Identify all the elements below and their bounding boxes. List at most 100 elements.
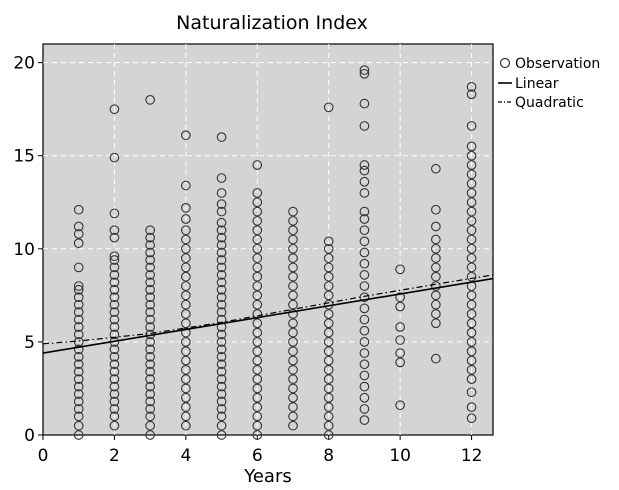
observation-point	[252, 206, 263, 217]
observation-point	[181, 281, 191, 291]
observation-point	[395, 264, 405, 275]
observation-point	[181, 253, 191, 263]
observation-point	[431, 221, 441, 232]
observation-point	[359, 68, 370, 79]
observation-point	[145, 396, 155, 407]
legend-observation-marker	[499, 57, 511, 69]
observation-point	[109, 251, 120, 262]
observation-point	[431, 163, 441, 174]
observation-point	[323, 102, 334, 113]
fit-lines	[42, 274, 494, 354]
observation-point	[359, 121, 370, 131]
y-tick-label: 5	[24, 333, 35, 353]
quadratic-fit-line	[42, 274, 494, 345]
observation-point	[359, 258, 370, 269]
observation-point	[323, 430, 334, 440]
observation-point	[431, 271, 441, 282]
observation-point	[323, 290, 334, 301]
observation-point	[109, 104, 120, 115]
observation-point	[216, 374, 227, 384]
observation-point	[73, 307, 84, 317]
legend-observation-label: Observation	[515, 56, 600, 72]
observation-point	[109, 292, 120, 303]
observation-point	[109, 152, 120, 163]
observation-point	[145, 381, 155, 392]
observation-point	[466, 253, 477, 263]
observation-point	[288, 281, 298, 291]
observation-point	[466, 169, 477, 180]
observation-point	[252, 374, 263, 384]
observation-point	[216, 292, 227, 303]
observation-point	[359, 348, 370, 358]
observation-point	[181, 214, 191, 224]
observation-point	[181, 383, 191, 394]
observation-point	[288, 290, 298, 301]
observation-point	[252, 430, 263, 440]
observation-point	[252, 383, 263, 394]
observation-point	[359, 176, 370, 187]
observation-point	[252, 234, 263, 245]
observation-point	[216, 277, 227, 288]
observation-point	[395, 301, 405, 312]
observation-point	[466, 374, 477, 384]
observation-point	[359, 314, 370, 325]
observation-point	[145, 232, 155, 243]
observation-point	[466, 150, 477, 161]
observation-point	[288, 355, 298, 366]
observation-point	[323, 236, 334, 247]
observation-point	[431, 299, 441, 310]
observation-point	[323, 281, 334, 291]
observation-point	[431, 318, 441, 329]
y-axis: 0 5 10 15 20	[13, 54, 43, 446]
x-tick-label: 10	[389, 446, 411, 466]
observation-point	[252, 392, 263, 403]
observation-point	[181, 420, 191, 431]
observation-point	[109, 411, 120, 422]
observation-point	[145, 430, 155, 440]
observation-point	[466, 178, 477, 189]
observation-point	[323, 327, 334, 338]
observation-point	[216, 329, 227, 340]
observation-point	[288, 253, 298, 263]
x-tick-label: 2	[109, 446, 120, 466]
observation-point	[216, 420, 227, 431]
observation-point	[323, 411, 334, 422]
observation-point	[288, 206, 298, 217]
observation-point	[181, 411, 191, 422]
observation-point	[359, 392, 370, 403]
x-tick-label: 0	[38, 446, 49, 466]
observation-point	[73, 292, 84, 303]
observation-point	[145, 255, 155, 265]
observation-point	[466, 402, 477, 412]
observation-point	[109, 329, 120, 340]
observation-point	[466, 355, 477, 366]
observation-point	[466, 364, 477, 375]
observation-point	[216, 389, 227, 399]
observation-point	[181, 318, 191, 329]
observation-point	[73, 221, 84, 232]
observation-point	[109, 277, 120, 288]
observation-point	[359, 65, 370, 75]
observation-point	[359, 236, 370, 247]
observation-point	[216, 344, 227, 355]
linear-fit-line	[42, 277, 494, 354]
observation-point	[181, 392, 191, 403]
observation-point	[145, 420, 155, 431]
observation-point	[359, 247, 370, 258]
observation-point	[323, 262, 334, 273]
observation-point	[288, 383, 298, 394]
observation-point	[252, 188, 263, 198]
observation-point	[109, 284, 120, 295]
observation-point	[73, 322, 84, 332]
observation-point	[359, 281, 370, 291]
observation-point	[216, 366, 227, 377]
observation-point	[466, 262, 477, 273]
observation-point	[216, 173, 227, 183]
observation-point	[323, 355, 334, 366]
observation-point	[252, 337, 263, 347]
observation-point	[252, 243, 263, 254]
observation-point	[288, 392, 298, 403]
observation-point	[359, 165, 370, 176]
observation-point	[216, 199, 227, 209]
observation-point	[216, 359, 227, 370]
